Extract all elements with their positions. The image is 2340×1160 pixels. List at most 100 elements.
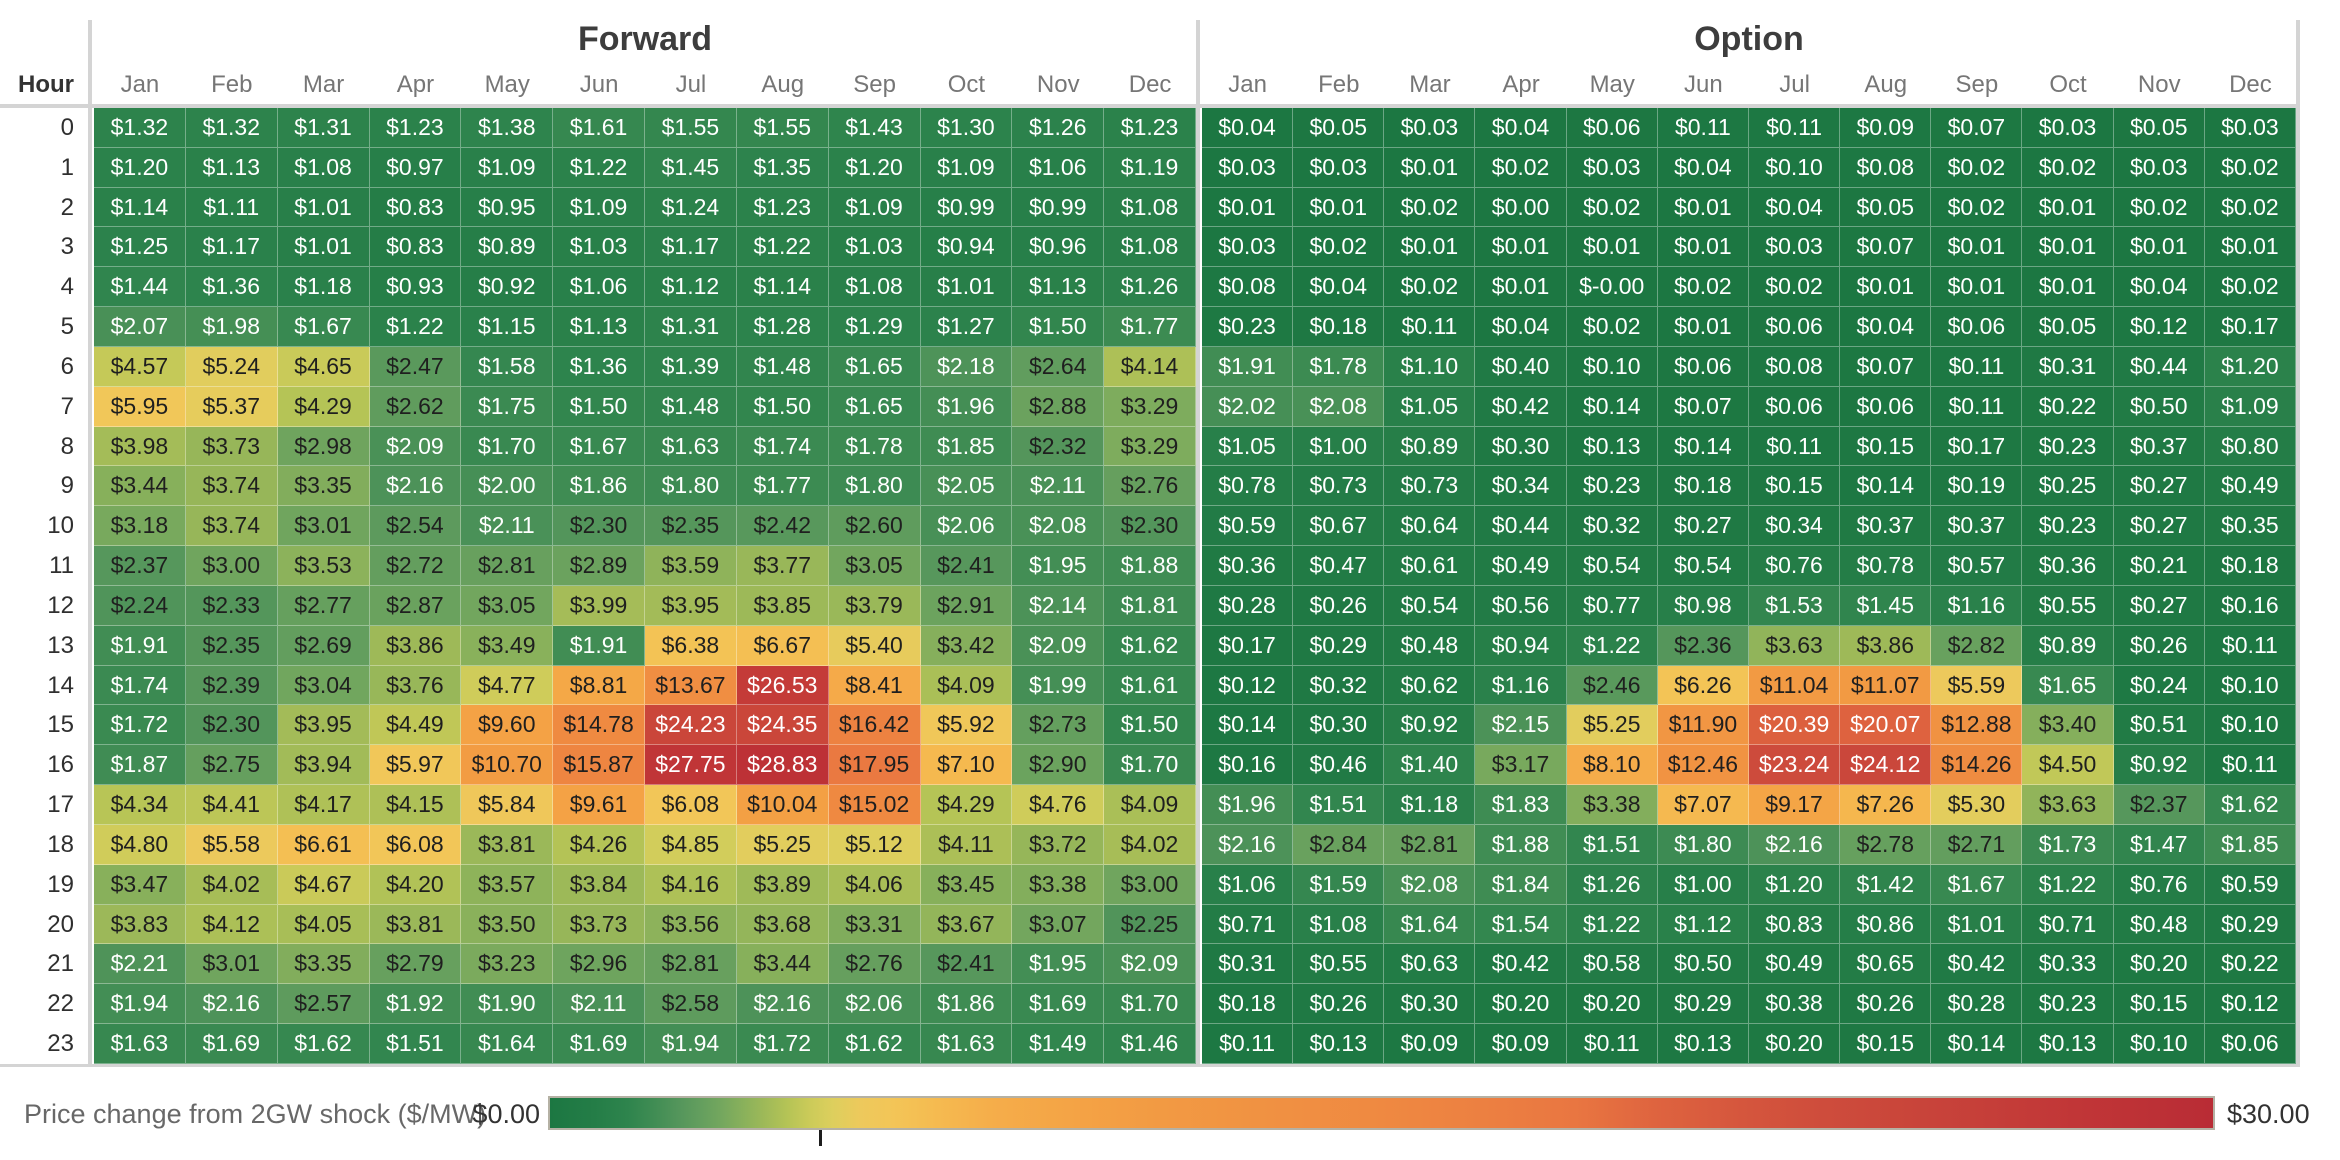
heatmap-cell[interactable]: $0.01 [2022,227,2114,268]
heatmap-cell[interactable]: $1.44 [94,267,186,308]
heatmap-cell[interactable]: $0.73 [1293,466,1385,507]
heatmap-cell[interactable]: $0.07 [1840,346,1932,387]
row-header-hour-15[interactable]: 15 [47,711,74,739]
heatmap-cell[interactable]: $0.07 [1931,108,2023,148]
heatmap-cell[interactable]: $5.95 [94,386,186,427]
heatmap-cell[interactable]: $2.78 [1840,824,1932,865]
heatmap-cell[interactable]: $1.00 [1657,864,1749,905]
heatmap-cell[interactable]: $0.02 [1566,187,1658,228]
heatmap-cell[interactable]: $0.01 [2113,227,2205,268]
row-header-hour-1[interactable]: 1 [60,153,74,181]
heatmap-cell[interactable]: $26.53 [736,665,829,706]
heatmap-cell[interactable]: $0.02 [2204,267,2296,308]
heatmap-cell[interactable]: $11.90 [1657,705,1749,746]
heatmap-cell[interactable]: $3.74 [185,466,278,507]
heatmap-cell[interactable]: $7.26 [1840,785,1932,825]
heatmap-cell[interactable]: $1.54 [1475,904,1567,945]
heatmap-cell[interactable]: $1.15 [461,307,554,347]
heatmap-cell[interactable]: $1.62 [1104,625,1196,666]
heatmap-cell[interactable]: $11.07 [1840,665,1932,706]
heatmap-cell[interactable]: $4.34 [94,785,186,825]
column-header-apr[interactable]: Apr [1502,71,1540,98]
heatmap-cell[interactable]: $4.29 [920,785,1013,825]
heatmap-cell[interactable]: $0.02 [1748,267,1841,308]
heatmap-cell[interactable]: $5.59 [1931,665,2023,706]
column-header-jan[interactable]: Jan [1228,71,1267,98]
heatmap-cell[interactable]: $27.75 [645,745,737,786]
heatmap-cell[interactable]: $3.53 [277,546,370,586]
heatmap-cell[interactable]: $0.57 [1931,546,2023,586]
heatmap-cell[interactable]: $3.73 [553,904,645,945]
column-header-jun[interactable]: Jun [579,71,619,98]
heatmap-cell[interactable]: $0.44 [2113,346,2205,387]
heatmap-cell[interactable]: $1.12 [645,267,737,308]
heatmap-cell[interactable]: $1.26 [1566,864,1658,905]
heatmap-cell[interactable]: $1.51 [1566,824,1658,865]
heatmap-cell[interactable]: $0.42 [1475,944,1567,985]
heatmap-cell[interactable]: $0.01 [1657,227,1749,268]
heatmap-cell[interactable]: $0.36 [1202,546,1294,586]
heatmap-cell[interactable]: $0.22 [2022,386,2114,427]
heatmap-cell[interactable]: $0.03 [1748,227,1841,268]
heatmap-cell[interactable]: $4.09 [1104,785,1196,825]
heatmap-cell[interactable]: $0.50 [2113,386,2205,427]
heatmap-cell[interactable]: $0.54 [1657,546,1749,586]
heatmap-cell[interactable]: $20.07 [1840,705,1932,746]
heatmap-cell[interactable]: $0.03 [1202,227,1294,268]
row-header-hour-16[interactable]: 16 [47,751,74,779]
heatmap-cell[interactable]: $0.92 [461,267,554,308]
column-header-sep[interactable]: Sep [853,71,896,98]
heatmap-cell[interactable]: $8.10 [1566,745,1658,786]
heatmap-cell[interactable]: $1.01 [277,227,370,268]
heatmap-cell[interactable]: $0.29 [2204,904,2296,945]
heatmap-cell[interactable]: $4.06 [828,864,921,905]
heatmap-cell[interactable]: $0.11 [2204,625,2296,666]
heatmap-cell[interactable]: $0.71 [2022,904,2114,945]
heatmap-cell[interactable]: $2.32 [1012,426,1105,467]
heatmap-cell[interactable]: $0.06 [1748,386,1841,427]
heatmap-cell[interactable]: $3.89 [736,864,829,905]
heatmap-cell[interactable]: $1.84 [1475,864,1567,905]
heatmap-cell[interactable]: $0.32 [1293,665,1385,706]
heatmap-cell[interactable]: $0.62 [1384,665,1476,706]
heatmap-cell[interactable]: $7.10 [920,745,1013,786]
heatmap-cell[interactable]: $0.03 [1566,147,1658,188]
heatmap-cell[interactable]: $11.04 [1748,665,1841,706]
heatmap-cell[interactable]: $1.65 [828,346,921,387]
heatmap-cell[interactable]: $0.48 [2113,904,2205,945]
heatmap-cell[interactable]: $3.35 [277,466,370,507]
heatmap-cell[interactable]: $2.91 [920,585,1013,626]
heatmap-cell[interactable]: $0.59 [1202,506,1294,547]
heatmap-cell[interactable]: $1.31 [277,108,370,148]
heatmap-cell[interactable]: $3.95 [645,585,737,626]
heatmap-cell[interactable]: $0.04 [1748,187,1841,228]
heatmap-cell[interactable]: $1.63 [645,426,737,467]
heatmap-cell[interactable]: $4.80 [94,824,186,865]
heatmap-cell[interactable]: $1.74 [736,426,829,467]
heatmap-cell[interactable]: $2.73 [1012,705,1105,746]
heatmap-cell[interactable]: $0.26 [1293,984,1385,1025]
heatmap-cell[interactable]: $0.92 [2113,745,2205,786]
heatmap-cell[interactable]: $9.61 [553,785,645,825]
heatmap-cell[interactable]: $0.27 [1657,506,1749,547]
heatmap-cell[interactable]: $3.35 [277,944,370,985]
heatmap-cell[interactable]: $0.14 [1840,466,1932,507]
heatmap-cell[interactable]: $1.19 [1104,147,1196,188]
heatmap-cell[interactable]: $4.26 [553,824,645,865]
heatmap-cell[interactable]: $1.67 [553,426,645,467]
heatmap-cell[interactable]: $0.16 [1202,745,1294,786]
heatmap-cell[interactable]: $3.44 [94,466,186,507]
heatmap-cell[interactable]: $3.31 [828,904,921,945]
heatmap-cell[interactable]: $1.01 [277,187,370,228]
heatmap-cell[interactable]: $0.18 [2204,546,2296,586]
heatmap-cell[interactable]: $0.11 [1931,386,2023,427]
heatmap-cell[interactable]: $3.29 [1104,386,1196,427]
heatmap-cell[interactable]: $1.38 [461,108,554,148]
heatmap-cell[interactable]: $0.27 [2113,506,2205,547]
heatmap-cell[interactable]: $3.76 [369,665,462,706]
heatmap-cell[interactable]: $0.11 [1748,108,1841,148]
heatmap-cell[interactable]: $1.17 [185,227,278,268]
heatmap-cell[interactable]: $0.37 [2113,426,2205,467]
heatmap-cell[interactable]: $1.50 [553,386,645,427]
heatmap-cell[interactable]: $1.69 [1012,984,1105,1025]
